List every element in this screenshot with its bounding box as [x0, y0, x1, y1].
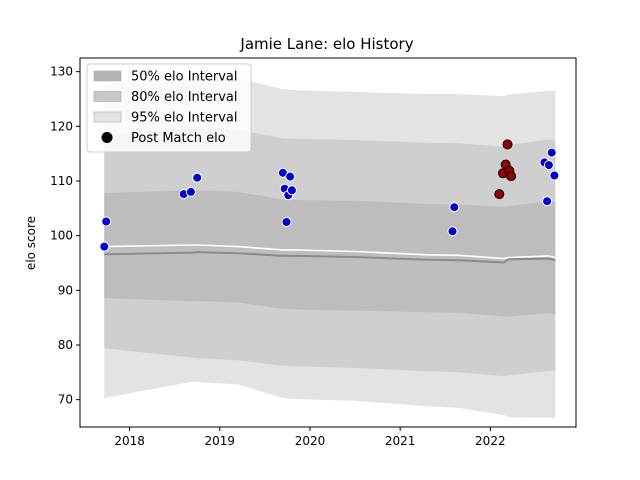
x-tick-label: 2019: [205, 434, 236, 448]
legend-marker: [101, 132, 113, 143]
legend-swatch: [93, 70, 122, 82]
band-50-interval: [104, 190, 556, 317]
data-point: [546, 147, 557, 158]
y-tick-label: 130: [50, 65, 73, 79]
data-point: [502, 139, 513, 150]
data-point: [449, 202, 460, 213]
data-point: [185, 186, 196, 197]
data-point: [549, 170, 560, 181]
data-point: [543, 160, 554, 171]
data-point: [281, 217, 292, 227]
x-tick-label: 2020: [295, 434, 326, 448]
data-point: [192, 172, 203, 183]
y-tick-label: 100: [50, 229, 73, 243]
legend-swatch: [93, 91, 122, 102]
y-tick-label: 90: [58, 283, 73, 297]
legend-label: 80% elo Interval: [131, 90, 238, 105]
axes-frame: [79, 57, 577, 428]
data-point: [542, 196, 553, 207]
legend-label: Post Match elo: [131, 131, 226, 146]
median-line: [104, 251, 556, 264]
legend-label: 50% elo Interval: [131, 70, 238, 85]
data-point: [101, 216, 112, 227]
x-tick-label: 2021: [385, 434, 416, 448]
legend-box: [86, 63, 252, 153]
plot-area: [99, 74, 560, 419]
y-axis-label: elo score: [24, 216, 38, 270]
y-tick-label: 80: [58, 338, 73, 352]
y-tick-label: 70: [58, 393, 73, 407]
legend-swatch: [93, 111, 122, 123]
legend-label: 95% elo Interval: [131, 111, 238, 126]
data-point: [99, 241, 110, 252]
x-axis: 2018 2019 2020 2021 2022: [114, 427, 506, 448]
chart-title: Jamie Lane: elo History: [239, 35, 413, 53]
data-point: [494, 189, 505, 200]
y-axis: 70 80 90 100 110 120 130: [50, 65, 80, 407]
data-point: [286, 185, 297, 196]
y-tick-label: 120: [50, 119, 73, 133]
data-point: [285, 171, 296, 182]
data-point: [447, 226, 458, 237]
legend: 50% elo Interval 80% elo Interval 95% elo …: [86, 63, 252, 153]
x-tick-label: 2018: [114, 434, 145, 448]
mean-line: [104, 244, 556, 260]
x-tick-label: 2022: [475, 434, 506, 448]
y-tick-label: 110: [50, 174, 73, 188]
data-point: [506, 171, 517, 182]
